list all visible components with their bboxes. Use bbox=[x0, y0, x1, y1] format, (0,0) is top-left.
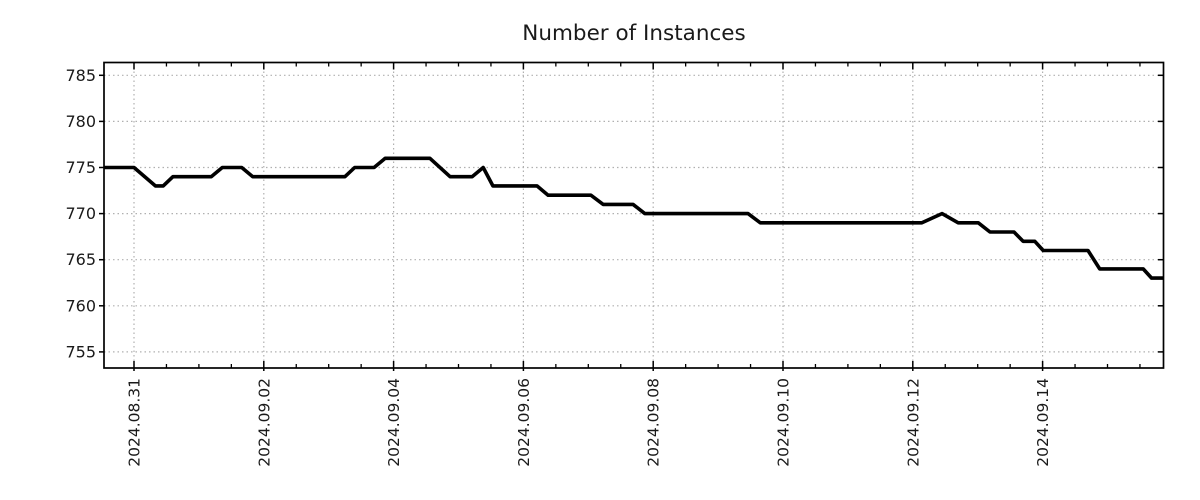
y-tick-labels: 755 760 765 770 775 780 785 bbox=[65, 66, 96, 362]
y-tick-label: 755 bbox=[65, 342, 96, 361]
y-tick-label: 770 bbox=[65, 204, 96, 223]
data-line-instances bbox=[104, 156, 1164, 280]
y-tick-label: 765 bbox=[65, 250, 96, 269]
x-tick-label: 2024.09.08 bbox=[645, 378, 663, 467]
x-tick-label: 2024.08.31 bbox=[126, 378, 144, 467]
x-tick-label: 2024.09.02 bbox=[255, 378, 273, 467]
x-tick-label: 2024.09.10 bbox=[775, 378, 793, 467]
x-gridlines bbox=[133, 62, 1044, 368]
y-tick-label: 785 bbox=[65, 66, 96, 85]
chart-title: Number of Instances bbox=[522, 21, 745, 46]
plot-border bbox=[103, 61, 1165, 369]
y-gridlines bbox=[104, 74, 1164, 353]
y-tick-label: 780 bbox=[65, 112, 96, 131]
data-series-group bbox=[104, 156, 1164, 280]
axis-ticks bbox=[99, 62, 1164, 371]
y-tick-label: 760 bbox=[65, 296, 96, 315]
y-tick-label: 775 bbox=[65, 158, 96, 177]
x-tick-label: 2024.09.04 bbox=[385, 378, 403, 467]
x-tick-label: 2024.09.12 bbox=[904, 378, 922, 467]
x-tick-labels: 2024.08.31 2024.09.02 2024.09.04 2024.09.06… bbox=[126, 378, 1053, 467]
x-tick-label: 2024.09.06 bbox=[515, 378, 533, 467]
x-tick-label: 2024.09.14 bbox=[1034, 378, 1052, 467]
